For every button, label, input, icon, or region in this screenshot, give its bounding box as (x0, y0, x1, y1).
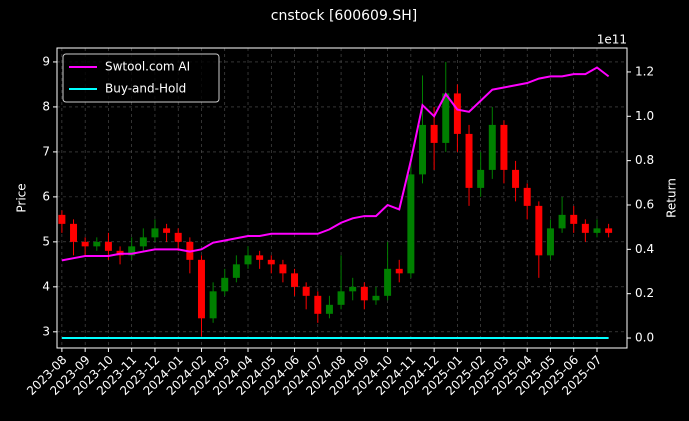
candle-body (314, 295, 322, 314)
candle-body (360, 286, 368, 301)
y-tick-label: 3 (42, 324, 50, 338)
candle-body (384, 268, 392, 296)
candle-body (197, 259, 205, 319)
plot-frame (56, 47, 628, 349)
candle-body (605, 228, 613, 233)
candle-body (174, 232, 182, 242)
legend-label: Buy-and-Hold (105, 82, 186, 96)
candle-body (139, 237, 147, 247)
candle-body (558, 214, 566, 229)
candle-body (302, 286, 310, 296)
candle-body (419, 124, 426, 175)
y2-tick-label: 0.4 (635, 242, 654, 256)
y-tick-label: 7 (42, 144, 50, 158)
candle-body (325, 304, 333, 314)
candle-body (523, 187, 531, 206)
return-line (61, 66, 610, 262)
y-tick-label: 5 (42, 234, 50, 248)
candle-body (372, 295, 380, 301)
candle-body (81, 241, 89, 247)
candle-body (337, 291, 345, 305)
candle-body (256, 255, 264, 260)
y-tick-label: 4 (42, 279, 50, 293)
candle-body (500, 124, 508, 170)
candle-body (232, 264, 240, 278)
y-tick-label: 9 (42, 54, 50, 68)
chart-title: cnstock [600609.SH] (271, 8, 417, 24)
candle-body (512, 169, 520, 188)
candle-body (104, 241, 112, 251)
candle-body (244, 255, 252, 265)
candle-body (279, 264, 287, 274)
candle-body (221, 277, 229, 292)
legend-label: Swtool.com AI (105, 60, 190, 74)
y2-tick-label: 0.2 (635, 286, 654, 300)
candle-body (163, 228, 171, 233)
candle-body (151, 228, 159, 238)
candle-body (58, 214, 66, 224)
candle-body (395, 268, 403, 274)
candle-body (430, 124, 438, 143)
candle-body (488, 124, 496, 170)
candle-body (128, 246, 136, 256)
candle-body (465, 133, 473, 188)
candle-body (93, 241, 101, 247)
y2-offset-label: 1e11 (597, 33, 627, 47)
candle-body (453, 93, 461, 134)
candle-body (442, 93, 450, 143)
candle-body (581, 223, 589, 233)
y2-tick-label: 0.6 (635, 197, 654, 211)
candle-body (477, 169, 485, 188)
y-tick-label: 6 (42, 189, 50, 203)
candle-body (570, 214, 578, 224)
y2-tick-label: 1.2 (635, 64, 654, 78)
candle-body (535, 205, 543, 256)
y2-axis-label: Return (665, 178, 679, 218)
y-tick-label: 8 (42, 99, 50, 113)
candle-body (267, 259, 275, 265)
legend-box (62, 53, 220, 103)
y-axis-label: Price (15, 183, 29, 212)
candle-body (349, 286, 357, 292)
candle-body (209, 291, 217, 319)
y2-tick-label: 0.8 (635, 153, 654, 167)
candle-body (70, 223, 78, 242)
candle-body (593, 228, 601, 233)
candle-body (407, 174, 415, 274)
candle-body (546, 228, 554, 256)
candle-body (291, 273, 299, 287)
y2-tick-label: 1.0 (635, 109, 654, 123)
y2-tick-label: 0.0 (635, 331, 654, 345)
